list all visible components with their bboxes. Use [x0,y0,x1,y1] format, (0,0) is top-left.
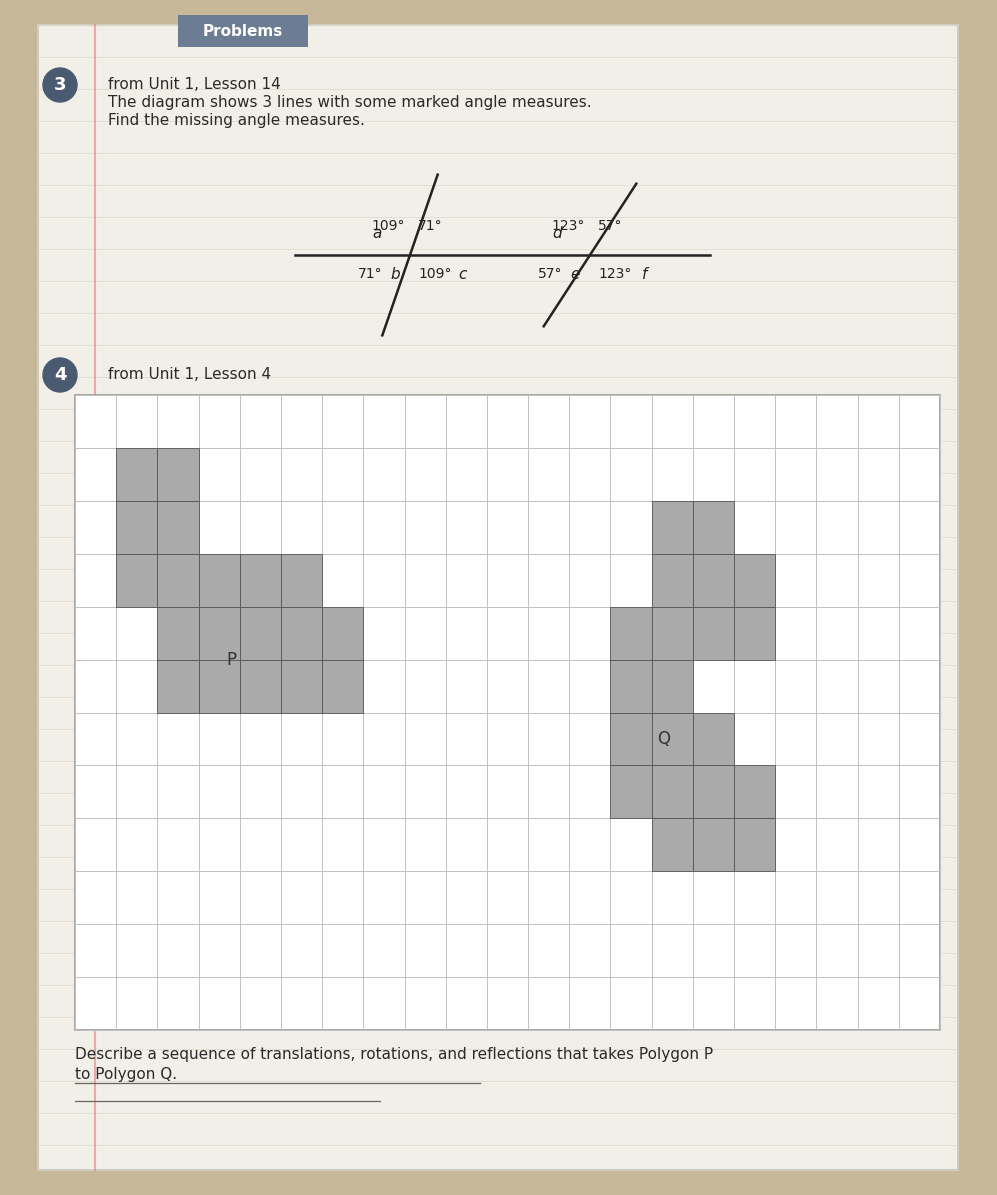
Bar [198,607,239,660]
Circle shape [43,358,77,392]
Bar [239,553,281,607]
Bar [281,553,322,607]
Bar [322,607,363,660]
Text: a: a [373,226,382,241]
Bar [693,819,734,871]
Bar [158,607,198,660]
Circle shape [43,68,77,102]
Text: 109°: 109° [372,219,405,233]
Text: 109°: 109° [418,266,452,281]
Bar [693,553,734,607]
Bar [610,712,652,766]
Bar [652,766,693,819]
Text: Problems: Problems [202,24,283,38]
Bar [652,607,693,660]
Bar [117,448,158,501]
Text: 123°: 123° [551,219,585,233]
Text: 3: 3 [54,76,66,94]
Bar [652,501,693,553]
Bar [652,553,693,607]
Bar [281,660,322,712]
Bar [117,553,158,607]
Bar [198,553,239,607]
Bar [693,607,734,660]
Text: to Polygon Q.: to Polygon Q. [75,1067,177,1081]
Text: b: b [391,266,400,282]
Text: P: P [226,650,236,668]
Text: d: d [552,226,562,241]
Bar [158,448,198,501]
Bar [734,553,776,607]
Text: Q: Q [658,730,671,748]
Text: 57°: 57° [537,266,562,281]
Text: from Unit 1, Lesson 14: from Unit 1, Lesson 14 [108,76,281,92]
Text: The diagram shows 3 lines with some marked angle measures.: The diagram shows 3 lines with some mark… [108,94,591,110]
Bar [693,766,734,819]
Bar [281,607,322,660]
Text: Describe a sequence of translations, rotations, and reflections that takes Polyg: Describe a sequence of translations, rot… [75,1047,713,1062]
Text: c: c [458,266,467,282]
Text: e: e [570,266,580,282]
Bar [158,501,198,553]
Text: 4: 4 [54,366,66,384]
Bar [158,660,198,712]
Text: 57°: 57° [598,219,622,233]
Bar [610,766,652,819]
Bar [610,660,652,712]
Text: 71°: 71° [357,266,382,281]
Bar [693,712,734,766]
Bar [117,501,158,553]
Text: 123°: 123° [598,266,631,281]
Bar [198,660,239,712]
Bar [734,607,776,660]
Text: 71°: 71° [418,219,443,233]
Bar [652,819,693,871]
Bar [652,660,693,712]
Text: Find the missing angle measures.: Find the missing angle measures. [108,114,365,128]
Bar [158,553,198,607]
Bar [239,607,281,660]
FancyBboxPatch shape [38,25,958,1170]
Text: f: f [642,266,647,282]
Bar [693,501,734,553]
Bar [652,712,693,766]
Bar [75,396,940,1030]
Bar [734,819,776,871]
Bar [610,607,652,660]
Bar [239,660,281,712]
Text: from Unit 1, Lesson 4: from Unit 1, Lesson 4 [108,367,271,382]
Bar [734,766,776,819]
FancyBboxPatch shape [178,16,308,47]
Bar [322,660,363,712]
